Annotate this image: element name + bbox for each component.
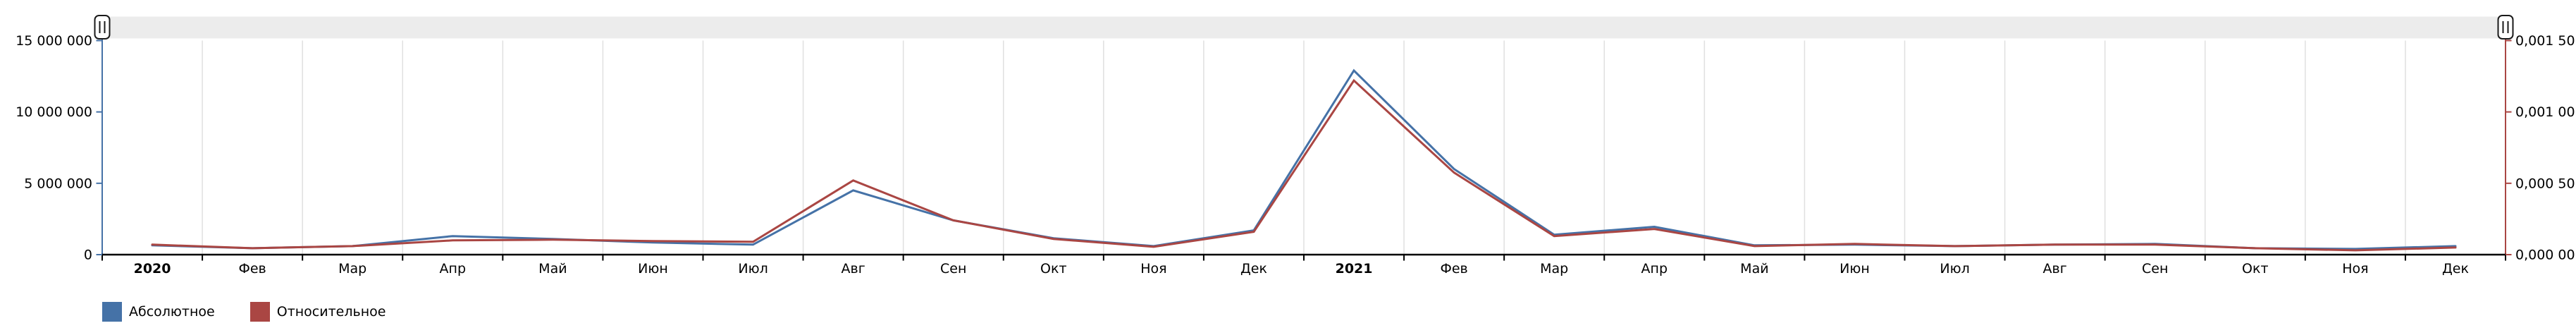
legend-item-absolute[interactable]: Абсолютное bbox=[102, 302, 215, 322]
x-axis-label: Сен bbox=[940, 261, 966, 277]
x-axis-label: 2020 bbox=[134, 261, 171, 277]
x-axis-label: Дек bbox=[2442, 261, 2469, 277]
right-axis-tick-label: 0,001 50 bbox=[2515, 33, 2575, 49]
x-axis-label: Ноя bbox=[2342, 261, 2368, 277]
scrollbar-track[interactable] bbox=[102, 16, 2506, 39]
legend-item-relative[interactable]: Относительное bbox=[249, 302, 386, 322]
legend-swatch-icon bbox=[102, 302, 122, 322]
x-axis-label: Фев bbox=[239, 261, 266, 277]
grip-body[interactable] bbox=[94, 15, 111, 40]
right-axis-tick-label: 0,000 50 bbox=[2515, 176, 2575, 191]
x-axis-label: Июн bbox=[1839, 261, 1870, 277]
legend-label: Относительное bbox=[276, 304, 386, 320]
left-axis-tick-label: 5 000 000 bbox=[24, 176, 92, 191]
x-axis-label: Мар bbox=[338, 261, 366, 277]
grip-body[interactable] bbox=[2497, 15, 2514, 40]
x-axis-label: Апр bbox=[1641, 261, 1668, 277]
x-axis-label: Авг bbox=[2043, 261, 2067, 277]
left-axis-tick-label: 10 000 000 bbox=[16, 104, 92, 120]
x-axis-label: Июл bbox=[738, 261, 768, 277]
legend-swatch-icon bbox=[249, 302, 270, 322]
x-axis-label: Окт bbox=[1040, 261, 1067, 277]
scrollbar-right-grip[interactable] bbox=[2497, 15, 2514, 40]
x-axis-label: Сен bbox=[2142, 261, 2168, 277]
x-axis-label: Июл bbox=[1940, 261, 1969, 277]
x-axis-label: Окт bbox=[2242, 261, 2269, 277]
left-axis-tick-label: 0 bbox=[84, 248, 92, 263]
x-axis-label: Апр bbox=[440, 261, 466, 277]
x-axis-label: Дек bbox=[1240, 261, 1267, 277]
legend-label: Абсолютное bbox=[129, 304, 215, 320]
x-axis-label: Май bbox=[538, 261, 567, 277]
right-axis-tick-label: 0,000 00 bbox=[2515, 248, 2575, 263]
x-axis-label: Май bbox=[1740, 261, 1768, 277]
left-axis-tick-label: 15 000 000 bbox=[16, 33, 92, 49]
right-axis-tick-label: 0,001 00 bbox=[2515, 104, 2575, 120]
series-line-relative bbox=[151, 78, 2457, 252]
x-axis-label: Июн bbox=[638, 261, 668, 277]
x-axis-label: 2021 bbox=[1336, 261, 1373, 277]
x-axis-label: Мар bbox=[1540, 261, 1568, 277]
x-axis-label: Фев bbox=[1441, 261, 1468, 277]
scrollbar-left-grip[interactable] bbox=[94, 15, 111, 40]
legend: Абсолютное Относительное bbox=[102, 302, 421, 322]
x-axis-label: Ноя bbox=[1140, 261, 1166, 277]
x-axis-label: Авг bbox=[842, 261, 865, 277]
